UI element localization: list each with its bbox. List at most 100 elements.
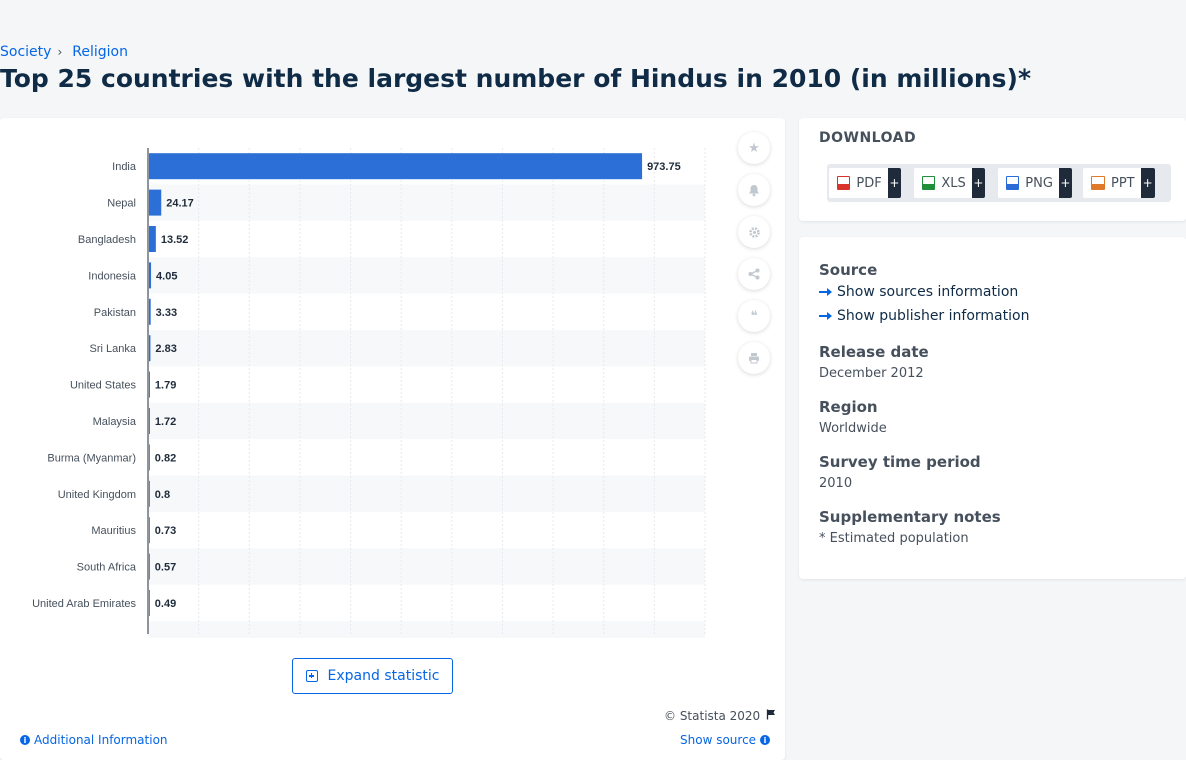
show-source-label: Show source [680, 733, 757, 747]
data-label: 973.75 [647, 161, 681, 173]
chart-toolbar: ★ ❝ [738, 132, 770, 374]
bar-united-kingdom [149, 480, 150, 507]
bar-united-states [149, 371, 150, 398]
bar-nepal [149, 189, 162, 216]
bar-south-africa [149, 553, 150, 580]
chart-card: India 973.75 Nepal 24.17 Bangladesh 13.52 Indo… [0, 118, 785, 760]
data-label: 1.72 [155, 416, 176, 428]
plus-icon: + [1140, 168, 1155, 198]
breadcrumb-religion[interactable]: Religion [72, 44, 128, 60]
data-label: 2.83 [155, 343, 176, 355]
bar-chart: India 973.75 Nepal 24.17 Bangladesh 13.52 Indo… [32, 148, 706, 638]
arrow-right-icon [819, 312, 832, 320]
breadcrumb-separator: › [57, 45, 63, 59]
expand-label: Expand statistic [327, 668, 440, 684]
show-publisher-link[interactable]: Show publisher information [819, 308, 1029, 324]
survey-period-label: Survey time period [819, 453, 981, 471]
data-label: 24.17 [166, 198, 194, 210]
bar-indonesia [149, 262, 152, 289]
row-band [148, 402, 705, 440]
data-label: 0.73 [155, 525, 176, 537]
supplementary-notes-value: * Estimated population [819, 531, 969, 546]
additional-information-label: Additional Information [34, 733, 168, 747]
png-file-icon [1006, 176, 1020, 190]
additional-information-link[interactable]: i Additional Information [20, 733, 168, 747]
row-band [148, 621, 705, 638]
ppt-file-icon [1091, 176, 1105, 190]
print-icon[interactable] [738, 342, 770, 374]
download-card: DOWNLOAD PDF + XLS + PNG + PPT + [799, 118, 1186, 221]
category-label: Sri Lanka [90, 343, 137, 355]
region-value: Worldwide [819, 421, 887, 436]
row-band [148, 475, 705, 512]
bar-burma-myanmar- [149, 444, 150, 471]
category-label: Nepal [107, 198, 136, 210]
row-band [148, 184, 705, 221]
download-pdf-button[interactable]: PDF + [829, 168, 901, 198]
download-buttons: PDF + XLS + PNG + PPT + [827, 164, 1171, 202]
data-label: 0.57 [155, 562, 176, 574]
plus-icon: + [1058, 168, 1072, 198]
bar-united-arab-emirates [149, 590, 150, 616]
expand-icon [305, 670, 318, 682]
data-label: 0.49 [155, 598, 176, 610]
share-icon[interactable] [738, 258, 770, 290]
show-source-link[interactable]: Show source i [680, 733, 771, 747]
data-label: 0.8 [155, 489, 170, 501]
category-label: United Kingdom [58, 489, 136, 501]
bar-bangladesh [149, 226, 156, 252]
breadcrumb: Society › Religion [0, 44, 128, 60]
download-title: DOWNLOAD [819, 130, 917, 146]
statistic-details-card: Source Show sources information Show pub… [799, 237, 1186, 579]
info-icon: i [20, 735, 30, 745]
category-label: Burma (Myanmar) [47, 452, 136, 464]
quote-icon[interactable]: ❝ [738, 300, 770, 332]
category-label: Pakistan [94, 307, 136, 319]
copyright-text: © Statista 2020 [664, 709, 761, 723]
flag-icon[interactable] [766, 709, 777, 723]
download-png-button[interactable]: PNG + [998, 168, 1072, 198]
bar-india [149, 153, 643, 180]
supplementary-notes-label: Supplementary notes [819, 508, 1001, 526]
data-label: 1.79 [155, 380, 176, 392]
data-label: 3.33 [156, 307, 177, 319]
expand-statistic-button[interactable]: Expand statistic [292, 658, 453, 694]
xls-file-icon [922, 176, 936, 190]
category-label: South Africa [77, 562, 137, 574]
download-png-label: PNG [1025, 175, 1053, 191]
category-label: Malaysia [93, 416, 137, 428]
data-label: 13.52 [161, 234, 189, 246]
download-xls-button[interactable]: XLS + [914, 168, 985, 198]
row-band [148, 330, 705, 367]
category-label: Bangladesh [78, 234, 136, 246]
arrow-right-icon [819, 288, 832, 296]
star-icon[interactable]: ★ [738, 132, 770, 164]
show-sources-link[interactable]: Show sources information [819, 284, 1018, 300]
bar-mauritius [149, 517, 150, 544]
top-bar [0, 0, 1186, 40]
category-label: Mauritius [91, 525, 136, 537]
gear-icon[interactable] [738, 216, 770, 248]
data-label: 0.82 [155, 452, 176, 464]
breadcrumb-society[interactable]: Society [0, 44, 52, 60]
source-label: Source [819, 261, 878, 279]
show-publisher-label: Show publisher information [837, 308, 1030, 324]
row-band [148, 257, 705, 294]
bar-pakistan [149, 298, 151, 325]
page-title: Top 25 countries with the largest number… [0, 64, 1032, 93]
info-icon: i [760, 735, 771, 745]
download-ppt-button[interactable]: PPT + [1083, 168, 1155, 198]
row-band [148, 548, 705, 585]
category-label: Indonesia [88, 270, 137, 282]
category-label: India [112, 161, 137, 173]
release-date-label: Release date [819, 343, 929, 361]
category-label: United Arab Emirates [32, 598, 136, 610]
download-ppt-label: PPT [1111, 175, 1135, 191]
pdf-file-icon [837, 176, 851, 190]
download-xls-label: XLS [941, 175, 966, 191]
bell-icon[interactable] [738, 174, 770, 206]
plus-icon: + [971, 168, 985, 198]
download-pdf-label: PDF [856, 175, 882, 191]
copyright: © Statista 2020 [664, 709, 777, 723]
plus-icon: + [887, 168, 901, 198]
